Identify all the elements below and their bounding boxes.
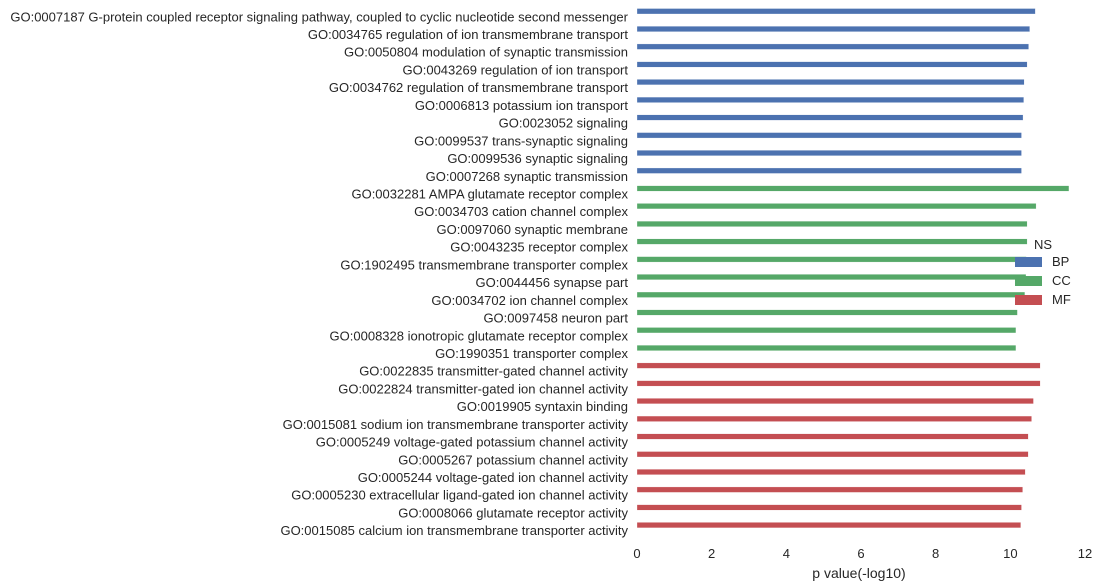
bar-cc-18 xyxy=(636,327,1017,334)
bar-bp-1 xyxy=(636,26,1030,32)
legend-label-mf: MF xyxy=(1052,292,1071,307)
x-tick-label: 0 xyxy=(633,546,640,561)
bar-bp-0 xyxy=(636,8,1036,15)
category-label: GO:1902495 transmembrane transporter com… xyxy=(340,257,628,272)
category-label: GO:0006813 potassium ion transport xyxy=(415,98,629,113)
x-axis: 0 2 4 6 8 10 12 xyxy=(633,546,1092,561)
bar-mf-20 xyxy=(636,362,1041,369)
bar-cc-16 xyxy=(636,291,1026,298)
legend-swatch-cc xyxy=(1015,276,1042,286)
bar-mf-22 xyxy=(636,398,1034,404)
legend-title: NS xyxy=(1034,237,1052,252)
bar-cc-19 xyxy=(636,345,1017,351)
x-tick-label: 6 xyxy=(857,546,864,561)
category-label: GO:0023052 signaling xyxy=(499,116,628,131)
x-tick-label: 2 xyxy=(708,546,715,561)
category-label: GO:0034762 regulation of transmembrane t… xyxy=(329,80,629,95)
x-axis-title: p value(-log10) xyxy=(812,565,905,581)
category-label: GO:0044456 synapse part xyxy=(476,275,629,290)
category-label: GO:1990351 transporter complex xyxy=(435,346,628,361)
x-tick-label: 8 xyxy=(932,546,939,561)
category-label: GO:0005267 potassium channel activity xyxy=(398,452,628,467)
x-tick-label: 10 xyxy=(1003,546,1017,561)
bar-bp-5 xyxy=(636,96,1024,103)
category-label: GO:0043235 receptor complex xyxy=(450,240,628,255)
category-label: GO:0050804 modulation of synaptic transm… xyxy=(344,45,628,60)
category-label: GO:0005249 voltage-gated potassium chann… xyxy=(316,435,629,450)
category-labels: GO:0007187 G-protein coupled receptor si… xyxy=(10,9,628,538)
x-tick-label: 4 xyxy=(783,546,790,561)
category-label: GO:0043269 regulation of ion transport xyxy=(403,62,629,77)
legend-label-bp: BP xyxy=(1052,254,1069,269)
bar-cc-12 xyxy=(636,220,1028,227)
bar-cc-17 xyxy=(636,309,1018,316)
category-label: GO:0022824 transmitter-gated ion channel… xyxy=(338,381,628,396)
bar-mf-25 xyxy=(636,451,1029,458)
category-label: GO:0022835 transmitter-gated channel act… xyxy=(359,364,628,379)
bar-mf-26 xyxy=(636,469,1026,475)
legend-swatch-mf xyxy=(1015,295,1042,305)
bar-cc-15 xyxy=(636,274,1027,280)
category-label: GO:0034765 regulation of ion transmembra… xyxy=(308,27,629,42)
bar-bp-3 xyxy=(636,61,1028,68)
bar-mf-28 xyxy=(636,504,1022,511)
bar-bp-8 xyxy=(636,150,1022,156)
bar-bp-6 xyxy=(636,114,1024,121)
category-label: GO:0099536 synaptic signaling xyxy=(447,151,628,166)
category-label: GO:0097458 neuron part xyxy=(483,311,628,326)
category-label: GO:0032281 AMPA glutamate receptor compl… xyxy=(351,186,628,201)
category-label: GO:0097060 synaptic membrane xyxy=(437,222,629,237)
category-label: GO:0005244 voltage-gated ion channel act… xyxy=(358,470,629,485)
category-label: GO:0099537 trans-synaptic signaling xyxy=(414,133,628,148)
category-label: GO:0034703 cation channel complex xyxy=(414,204,628,219)
legend-label-cc: CC xyxy=(1052,273,1071,288)
bar-bp-9 xyxy=(636,167,1022,174)
category-label: GO:0007187 G-protein coupled receptor si… xyxy=(10,9,628,24)
bar-cc-10 xyxy=(636,185,1070,192)
bar-cc-14 xyxy=(636,256,1027,263)
x-tick-label: 12 xyxy=(1078,546,1092,561)
bar-mf-29 xyxy=(636,522,1021,529)
bar-cc-13 xyxy=(636,238,1028,245)
category-label: GO:0008066 glutamate receptor activity xyxy=(398,505,628,520)
legend-swatch-bp xyxy=(1015,257,1042,267)
bar-bp-7 xyxy=(636,132,1022,139)
bar-mf-27 xyxy=(636,486,1023,493)
category-label: GO:0019905 syntaxin binding xyxy=(457,399,628,414)
bar-mf-23 xyxy=(636,415,1032,422)
category-label: GO:0015085 calcium ion transmembrane tra… xyxy=(280,523,628,538)
bar-mf-24 xyxy=(636,433,1029,440)
category-label: GO:0005230 extracellular ligand-gated io… xyxy=(291,488,628,503)
bars-layer xyxy=(636,8,1070,529)
category-label: GO:0015081 sodium ion transmembrane tran… xyxy=(283,417,629,432)
bar-mf-21 xyxy=(636,380,1041,387)
category-label: GO:0034702 ion channel complex xyxy=(431,293,628,308)
category-label: GO:0007268 synaptic transmission xyxy=(426,169,628,184)
bar-bp-2 xyxy=(636,43,1029,50)
bar-bp-4 xyxy=(636,79,1025,86)
category-label: GO:0008328 ionotropic glutamate receptor… xyxy=(330,328,629,343)
bar-cc-11 xyxy=(636,203,1037,210)
